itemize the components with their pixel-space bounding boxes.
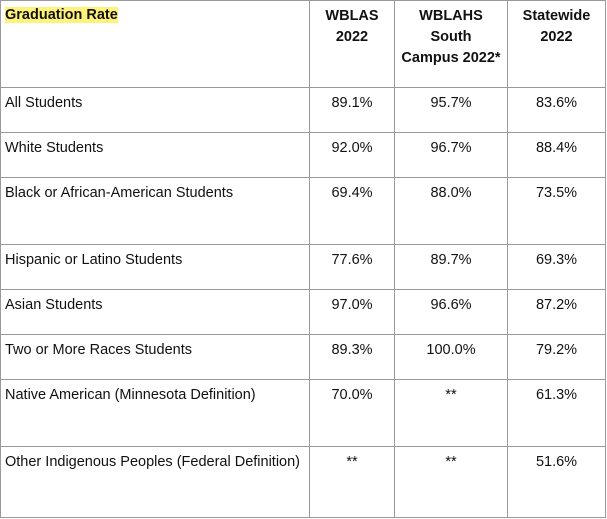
cell-south-campus: 96.7%	[394, 132, 508, 178]
cell-statewide: 79.2%	[507, 334, 606, 380]
header-highlight: Graduation Rate	[5, 7, 118, 23]
header-wblas-2022: WBLAS 2022	[309, 0, 395, 88]
table-row: Hispanic or Latino Students 77.6% 89.7% …	[0, 244, 606, 290]
cell-wblas: 92.0%	[309, 132, 395, 178]
cell-south-campus: **	[394, 446, 508, 518]
table-row: Other Indigenous Peoples (Federal Defini…	[0, 446, 606, 518]
row-label: Native American (Minnesota Definition)	[0, 379, 310, 447]
table-row: White Students 92.0% 96.7% 88.4%	[0, 132, 606, 178]
cell-statewide: 73.5%	[507, 177, 606, 245]
header-row: Graduation Rate WBLAS 2022 WBLAHS South Cam…	[0, 0, 606, 88]
cell-south-campus: 88.0%	[394, 177, 508, 245]
table-row: All Students 89.1% 95.7% 83.6%	[0, 87, 606, 133]
row-label: Black or African-American Students	[0, 177, 310, 245]
cell-statewide: 83.6%	[507, 87, 606, 133]
cell-wblas: 69.4%	[309, 177, 395, 245]
row-label: Two or More Races Students	[0, 334, 310, 380]
header-wblahs-south-campus-2022: WBLAHS South Campus 2022*	[394, 0, 508, 88]
cell-south-campus: 89.7%	[394, 244, 508, 290]
row-label: Other Indigenous Peoples (Federal Defini…	[0, 446, 310, 518]
cell-wblas: 89.3%	[309, 334, 395, 380]
cell-statewide: 69.3%	[507, 244, 606, 290]
row-label: Hispanic or Latino Students	[0, 244, 310, 290]
cell-statewide: 87.2%	[507, 289, 606, 335]
table-row: Asian Students 97.0% 96.6% 87.2%	[0, 289, 606, 335]
row-label: White Students	[0, 132, 310, 178]
cell-south-campus: 96.6%	[394, 289, 508, 335]
row-label: All Students	[0, 87, 310, 133]
cell-statewide: 51.6%	[507, 446, 606, 518]
cell-wblas: 70.0%	[309, 379, 395, 447]
header-graduation-rate: Graduation Rate	[0, 0, 310, 88]
cell-wblas: 97.0%	[309, 289, 395, 335]
cell-statewide: 61.3%	[507, 379, 606, 447]
cell-south-campus: 95.7%	[394, 87, 508, 133]
cell-south-campus: 100.0%	[394, 334, 508, 380]
cell-wblas: **	[309, 446, 395, 518]
table-row: Native American (Minnesota Definition) 7…	[0, 379, 606, 447]
table-row: Black or African-American Students 69.4%…	[0, 177, 606, 245]
cell-statewide: 88.4%	[507, 132, 606, 178]
header-statewide-2022: Statewide 2022	[507, 0, 606, 88]
cell-wblas: 77.6%	[309, 244, 395, 290]
cell-south-campus: **	[394, 379, 508, 447]
table-row: Two or More Races Students 89.3% 100.0% …	[0, 334, 606, 380]
cell-wblas: 89.1%	[309, 87, 395, 133]
row-label: Asian Students	[0, 289, 310, 335]
